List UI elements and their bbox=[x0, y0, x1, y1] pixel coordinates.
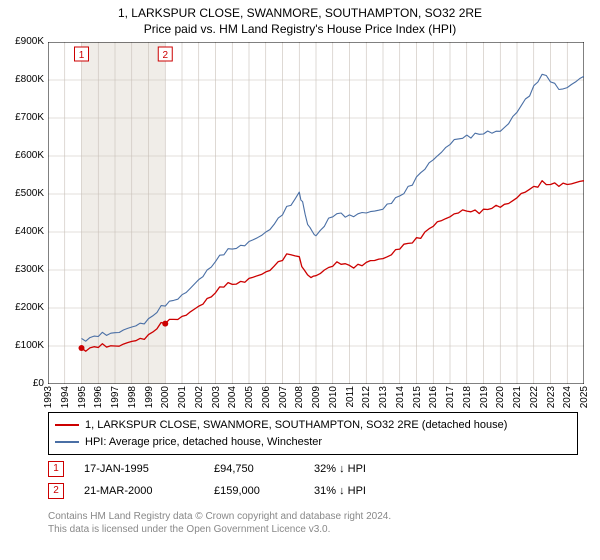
x-tick-label: 1995 bbox=[77, 386, 88, 408]
legend: 1, LARKSPUR CLOSE, SWANMORE, SOUTHAMPTON… bbox=[48, 412, 578, 455]
y-tick-label: £500K bbox=[2, 188, 44, 199]
marker-date: 17-JAN-1995 bbox=[84, 463, 194, 475]
legend-label: 1, LARKSPUR CLOSE, SWANMORE, SOUTHAMPTON… bbox=[85, 417, 507, 434]
x-tick-label: 2008 bbox=[294, 386, 305, 408]
chart-area: 12 bbox=[48, 42, 584, 384]
svg-text:2: 2 bbox=[162, 50, 168, 61]
y-tick-label: £200K bbox=[2, 302, 44, 313]
y-tick-label: £900K bbox=[2, 36, 44, 47]
x-tick-label: 2005 bbox=[244, 386, 255, 408]
x-tick-label: 2023 bbox=[546, 386, 557, 408]
chart-container: 1, LARKSPUR CLOSE, SWANMORE, SOUTHAMPTON… bbox=[0, 0, 600, 560]
y-tick-label: £700K bbox=[2, 112, 44, 123]
x-tick-label: 2014 bbox=[395, 386, 406, 408]
y-tick-label: £600K bbox=[2, 150, 44, 161]
marker-price: £159,000 bbox=[214, 485, 294, 497]
y-tick-label: £400K bbox=[2, 226, 44, 237]
marker-date: 21-MAR-2000 bbox=[84, 485, 194, 497]
x-tick-label: 2022 bbox=[529, 386, 540, 408]
marker-row: 2 21-MAR-2000 £159,000 31% ↓ HPI bbox=[48, 480, 404, 502]
x-tick-label: 1993 bbox=[43, 386, 54, 408]
marker-badge: 2 bbox=[48, 483, 64, 499]
marker-row: 1 17-JAN-1995 £94,750 32% ↓ HPI bbox=[48, 458, 404, 480]
footnote-line2: This data is licensed under the Open Gov… bbox=[48, 523, 578, 536]
legend-label: HPI: Average price, detached house, Winc… bbox=[85, 434, 322, 451]
x-tick-label: 2006 bbox=[261, 386, 272, 408]
legend-row: 1, LARKSPUR CLOSE, SWANMORE, SOUTHAMPTON… bbox=[55, 417, 571, 434]
y-tick-label: £0 bbox=[2, 378, 44, 389]
footnote-line1: Contains HM Land Registry data © Crown c… bbox=[48, 510, 578, 523]
title-sub: Price paid vs. HM Land Registry's House … bbox=[0, 22, 600, 36]
y-tick-label: £800K bbox=[2, 74, 44, 85]
x-tick-label: 1998 bbox=[127, 386, 138, 408]
marker-price: £94,750 bbox=[214, 463, 294, 475]
legend-swatch bbox=[55, 441, 79, 443]
legend-row: HPI: Average price, detached house, Winc… bbox=[55, 434, 571, 451]
x-tick-label: 1999 bbox=[144, 386, 155, 408]
x-tick-label: 2000 bbox=[160, 386, 171, 408]
x-tick-label: 1996 bbox=[93, 386, 104, 408]
legend-swatch bbox=[55, 424, 79, 426]
marker-badge: 1 bbox=[48, 461, 64, 477]
x-tick-label: 2010 bbox=[328, 386, 339, 408]
y-tick-label: £100K bbox=[2, 340, 44, 351]
marker-pct: 32% ↓ HPI bbox=[314, 463, 404, 475]
x-tick-label: 1994 bbox=[60, 386, 71, 408]
y-tick-label: £300K bbox=[2, 264, 44, 275]
footnote: Contains HM Land Registry data © Crown c… bbox=[48, 510, 578, 536]
x-tick-label: 2017 bbox=[445, 386, 456, 408]
x-tick-label: 2011 bbox=[345, 386, 356, 408]
marker-table: 1 17-JAN-1995 £94,750 32% ↓ HPI 2 21-MAR-2000… bbox=[48, 458, 404, 502]
x-tick-label: 2015 bbox=[412, 386, 423, 408]
chart-svg: 12 bbox=[48, 42, 584, 384]
x-tick-label: 2002 bbox=[194, 386, 205, 408]
x-tick-label: 2016 bbox=[428, 386, 439, 408]
x-tick-label: 2007 bbox=[278, 386, 289, 408]
x-tick-label: 2018 bbox=[462, 386, 473, 408]
x-tick-label: 2019 bbox=[479, 386, 490, 408]
marker-pct: 31% ↓ HPI bbox=[314, 485, 404, 497]
x-tick-label: 2024 bbox=[562, 386, 573, 408]
x-tick-label: 2003 bbox=[211, 386, 222, 408]
x-tick-label: 2004 bbox=[227, 386, 238, 408]
title-main: 1, LARKSPUR CLOSE, SWANMORE, SOUTHAMPTON… bbox=[0, 6, 600, 20]
x-tick-label: 2025 bbox=[579, 386, 590, 408]
x-tick-label: 2012 bbox=[361, 386, 372, 408]
x-tick-label: 2013 bbox=[378, 386, 389, 408]
svg-text:1: 1 bbox=[79, 50, 85, 61]
x-tick-label: 1997 bbox=[110, 386, 121, 408]
x-tick-label: 2001 bbox=[177, 386, 188, 408]
x-tick-label: 2021 bbox=[512, 386, 523, 408]
titles: 1, LARKSPUR CLOSE, SWANMORE, SOUTHAMPTON… bbox=[0, 0, 600, 36]
x-tick-label: 2020 bbox=[495, 386, 506, 408]
x-tick-label: 2009 bbox=[311, 386, 322, 408]
